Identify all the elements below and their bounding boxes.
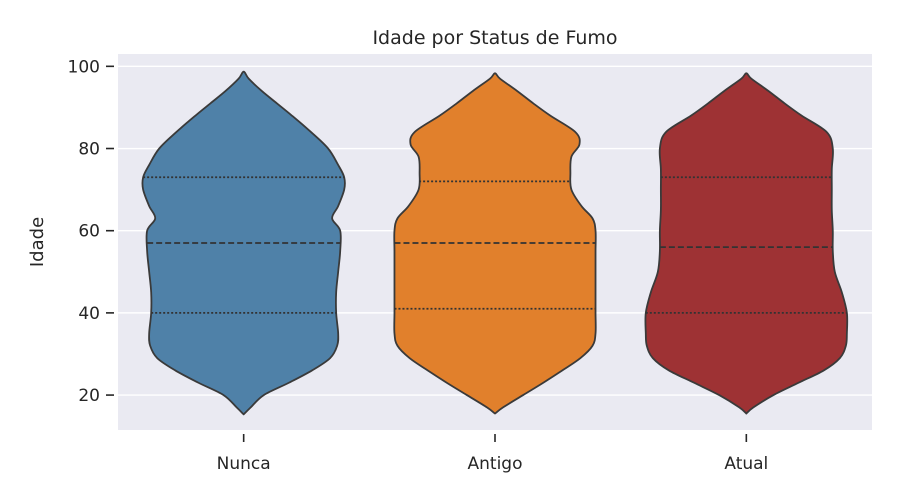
y-tick-label: 40 [78, 304, 100, 324]
x-tick-label: Antigo [468, 454, 523, 474]
y-tick-label: 100 [68, 57, 100, 77]
x-axis: Nunca Antigo Atual [217, 434, 768, 474]
y-tick-label: 60 [78, 222, 100, 242]
y-tick-label: 20 [78, 386, 100, 406]
x-tick-label: Atual [724, 454, 768, 474]
y-axis-label: Idade [27, 217, 48, 267]
y-axis: 20 40 60 80 100 [68, 57, 114, 406]
x-tick-label: Nunca [217, 454, 271, 474]
violin-atual [644, 72, 849, 415]
violins [141, 70, 849, 416]
chart-title: Idade por Status de Fumo [372, 27, 617, 49]
y-tick-label: 80 [78, 140, 100, 160]
